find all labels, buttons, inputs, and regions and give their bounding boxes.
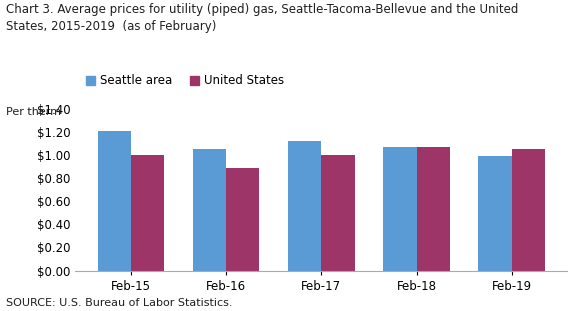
Bar	[416, 147, 450, 271]
Bar	[478, 156, 512, 271]
Bar	[131, 155, 164, 271]
Bar	[512, 149, 545, 271]
Bar	[288, 141, 321, 271]
Legend: Seattle area, United States: Seattle area, United States	[81, 69, 289, 92]
Bar	[193, 149, 226, 271]
Bar	[98, 131, 131, 271]
Text: Chart 3. Average prices for utility (piped) gas, Seattle-Tacoma-Bellevue and the: Chart 3. Average prices for utility (pip…	[6, 3, 518, 33]
Bar	[226, 168, 259, 271]
Bar	[383, 147, 416, 271]
Text: SOURCE: U.S. Bureau of Labor Statistics.: SOURCE: U.S. Bureau of Labor Statistics.	[6, 298, 232, 308]
Bar	[321, 155, 355, 271]
Text: Per therm: Per therm	[6, 107, 61, 117]
